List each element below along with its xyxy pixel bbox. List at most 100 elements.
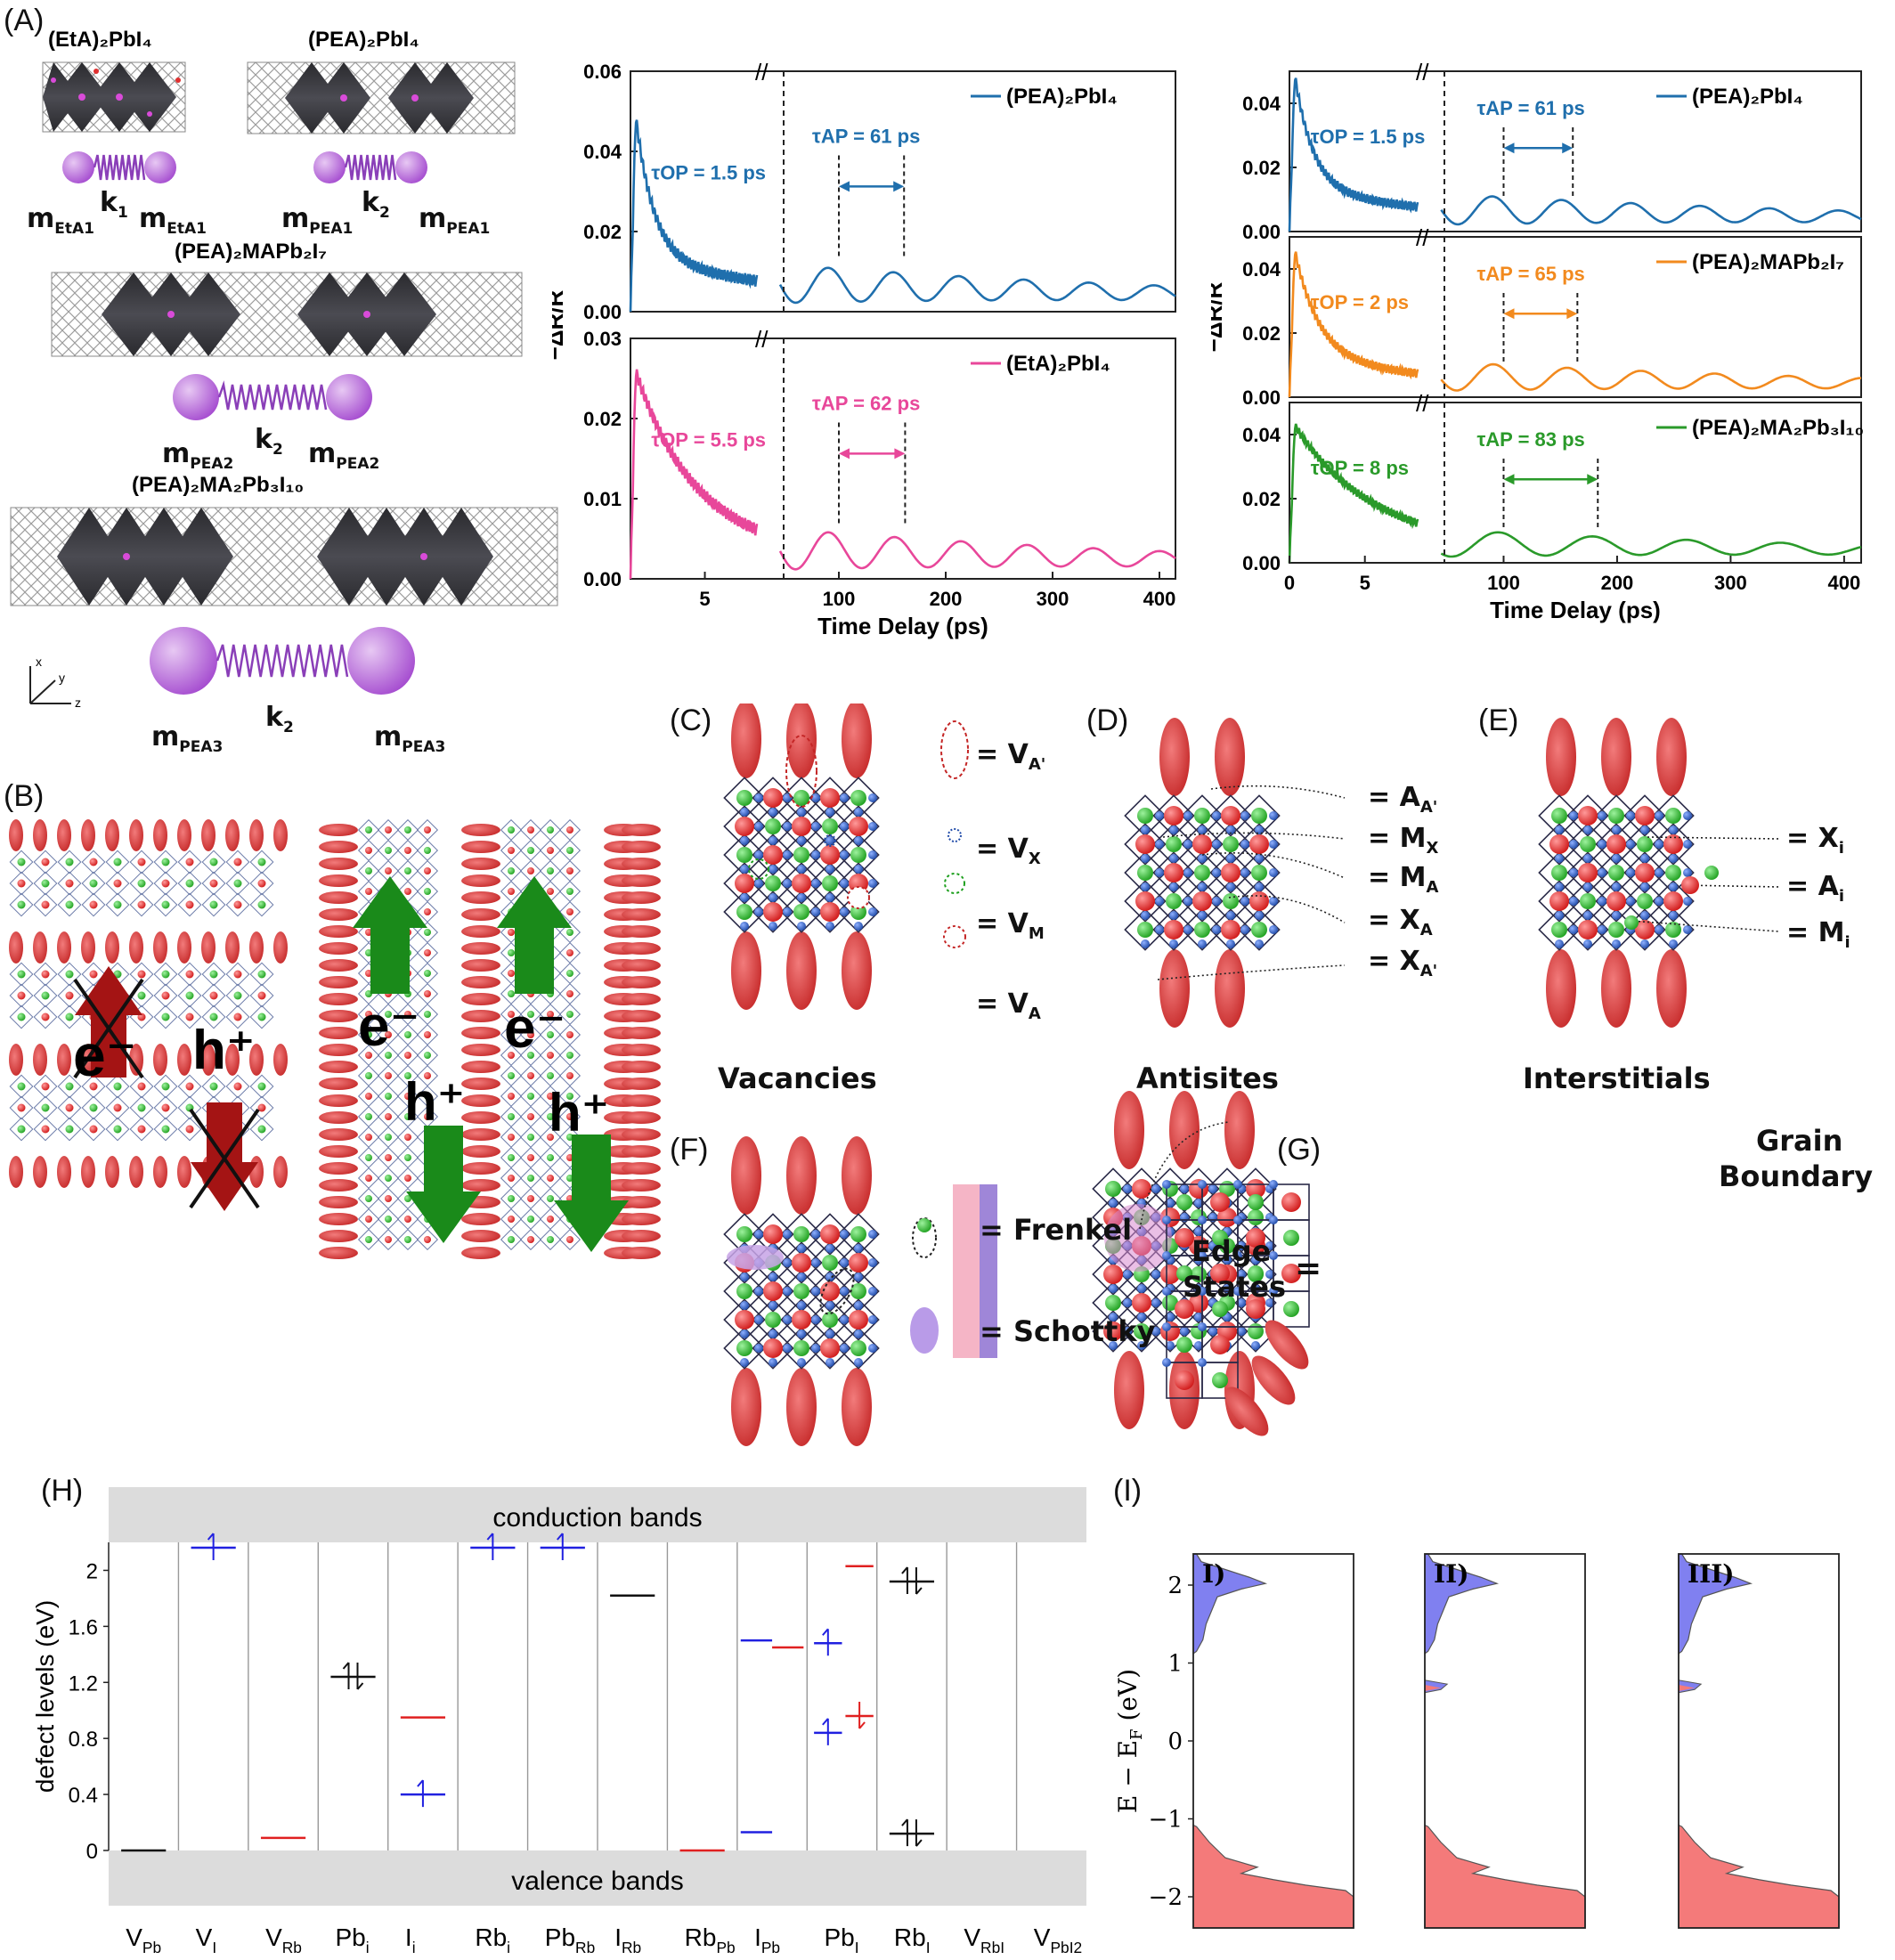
atom — [508, 1195, 515, 1202]
site-atom — [793, 1226, 809, 1242]
octahedron — [177, 1074, 202, 1099]
vacancy-a — [847, 886, 870, 909]
site-atom — [1665, 922, 1681, 938]
octahedron — [377, 1126, 400, 1149]
halide-atom — [1180, 1184, 1189, 1193]
octa-cell — [837, 1298, 880, 1341]
halide-atom — [1208, 1184, 1217, 1193]
octahedron — [396, 1228, 419, 1251]
vacancy-label-1: = VX — [976, 834, 1041, 868]
antisite-label-2: = MA — [1368, 862, 1438, 897]
octahedron — [357, 1208, 380, 1231]
conduction-band-label: conduction bands — [492, 1503, 702, 1533]
organic-spacer — [9, 819, 23, 851]
site-atom — [820, 788, 840, 808]
antisite-label-1-main: = M — [1368, 823, 1427, 854]
atom — [209, 1013, 218, 1021]
site-atom — [1103, 1265, 1123, 1284]
halide-atom — [840, 1287, 849, 1296]
halide-atom — [1255, 854, 1264, 863]
interstitial-label-0-main: = X — [1786, 823, 1839, 854]
spring-coil-1 — [344, 154, 397, 181]
spacer-top — [842, 1136, 872, 1215]
organic-spacer — [33, 819, 47, 851]
octahedron — [539, 839, 562, 862]
halide-atom — [797, 836, 806, 845]
site-atom — [1663, 891, 1683, 911]
legend-label-2: (PEA)₂MA₂Pb₃I₁₀ — [1692, 416, 1864, 440]
category-label-4-sub: i — [412, 1939, 416, 1956]
edge-label-2-main: States — [1183, 1270, 1286, 1304]
spring-label-sub: PEA3 — [179, 738, 224, 756]
atom — [65, 1103, 74, 1112]
spring-label-main: m — [308, 438, 337, 469]
title-antisites-main: Antisites — [1136, 1061, 1279, 1095]
grain-atom — [1212, 1230, 1228, 1246]
atom — [508, 1052, 515, 1059]
title-antisites: Antisites — [1136, 1061, 1279, 1095]
atom — [424, 990, 431, 997]
atom — [385, 1195, 392, 1202]
interstitial-label-1: = Ai — [1786, 871, 1844, 906]
gap-state-red-2 — [1679, 1685, 1695, 1691]
category-label-10-sub: I — [855, 1939, 859, 1956]
octa-cell — [1652, 794, 1695, 837]
organic-spacer — [319, 1230, 358, 1242]
atom — [161, 879, 170, 888]
site-atom — [822, 875, 838, 891]
atom — [185, 1013, 194, 1021]
atom — [508, 888, 515, 895]
legend-vacancy-a-prime — [940, 720, 969, 779]
octahedron — [539, 819, 562, 842]
octa-cell — [1238, 823, 1281, 866]
tau-ap-label-1: τAP = 62 ps — [812, 393, 920, 415]
organic-spacer — [461, 908, 500, 921]
organic-spacer — [319, 1179, 358, 1191]
atom — [527, 1134, 534, 1141]
octahedron — [357, 1167, 380, 1190]
octahedron — [377, 839, 400, 862]
octahedron — [225, 983, 250, 1008]
site-atom — [1134, 1323, 1150, 1339]
atom — [257, 991, 266, 1000]
organic-spacer — [177, 819, 191, 851]
site-atom — [1549, 834, 1569, 854]
octahedron — [539, 1126, 562, 1149]
octahedron — [500, 1167, 523, 1190]
interstitial-m — [1624, 915, 1639, 930]
ytick-label-1-1: 0.01 — [583, 488, 622, 510]
halide-atom — [811, 907, 820, 916]
atom — [137, 991, 146, 1000]
spacer-top — [1224, 1091, 1255, 1169]
grain-label-1: Grain — [1756, 1124, 1842, 1158]
atom — [209, 991, 218, 1000]
halide-atom — [1640, 854, 1649, 863]
octahedron — [539, 859, 562, 882]
octahedron — [57, 1074, 82, 1099]
spacer-top — [1601, 718, 1631, 796]
grain-halide — [1269, 1216, 1278, 1224]
atom — [508, 1216, 515, 1223]
halide-atom — [1212, 897, 1221, 906]
octa-cell — [809, 1327, 851, 1370]
category-label-8-main: Rb — [685, 1923, 717, 1951]
atom — [508, 1011, 515, 1018]
atom — [161, 858, 170, 866]
organic-spacer — [622, 942, 661, 955]
organic-spacer — [153, 931, 167, 964]
halide-atom — [1169, 939, 1178, 948]
atom — [527, 1031, 534, 1038]
halide-atom — [1583, 939, 1592, 948]
halide-atom — [740, 922, 749, 931]
organic-spacer — [9, 1044, 23, 1076]
octa-cell — [752, 891, 794, 933]
octa-cell — [723, 834, 766, 876]
category-label-13: VPbI2 — [1034, 1923, 1082, 1956]
organic-spacer — [105, 931, 119, 964]
halide-atom — [1626, 811, 1635, 820]
octahedron — [153, 871, 178, 896]
category-label-12-main: V — [964, 1923, 980, 1951]
site-atom — [850, 1283, 866, 1299]
atom — [65, 970, 74, 979]
panel-label-i: (I) — [1113, 1474, 1143, 1508]
